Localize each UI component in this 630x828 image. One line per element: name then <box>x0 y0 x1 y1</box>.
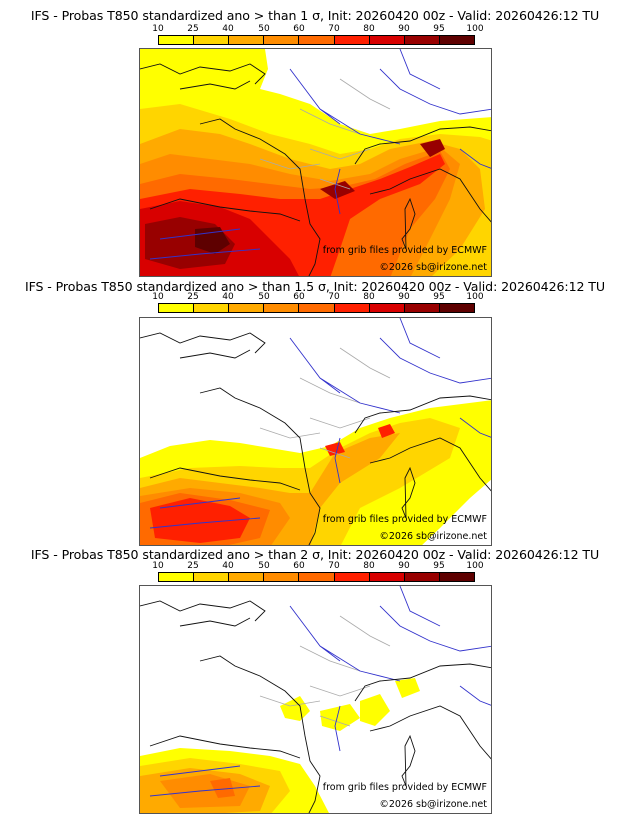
colorbar-segment <box>334 573 370 581</box>
colorbar-tick: 25 <box>187 292 199 302</box>
colorbar-tick: 40 <box>222 24 234 34</box>
coastline <box>140 600 491 813</box>
colorbar-tick: 10 <box>152 24 164 34</box>
colorbar-segment <box>299 573 335 581</box>
colorbar-tick: 10 <box>152 561 164 571</box>
probability-map: from grib files provided by ECMWF ©2026 … <box>139 48 492 277</box>
colorbar-segment <box>229 36 265 44</box>
colorbar-tick: 100 <box>466 24 484 34</box>
rivers <box>149 586 491 797</box>
colorbar-segment <box>334 36 370 44</box>
colorbar-segment <box>439 36 474 44</box>
probability-contour <box>280 696 310 721</box>
colorbar-tick: 40 <box>222 561 234 571</box>
colorbar-segment <box>369 36 405 44</box>
panel-title: IFS - Probas T850 standardized ano > tha… <box>30 8 600 23</box>
coastline <box>140 63 491 276</box>
colorbar-segment <box>264 573 300 581</box>
colorbar-segment <box>194 36 230 44</box>
credit-copyright: ©2026 sb@irizone.net <box>379 262 487 273</box>
colorbar-segment <box>229 573 265 581</box>
admin-borders <box>259 615 391 727</box>
credit-source: from grib files provided by ECMWF <box>322 514 487 525</box>
probability-contour <box>320 181 355 199</box>
colorbar-segment <box>369 573 405 581</box>
coastline <box>140 332 491 545</box>
colorbar-tick: 90 <box>398 292 410 302</box>
colorbar-segment <box>159 573 195 581</box>
probability-contour <box>150 498 250 543</box>
probability-map: from grib files provided by ECMWF ©2026 … <box>139 317 492 546</box>
colorbar-tick: 100 <box>466 292 484 302</box>
colorbar-tick: 60 <box>293 561 305 571</box>
colorbar-segment <box>194 304 230 312</box>
colorbar-segment <box>439 573 474 581</box>
map-layer-1-5 <box>140 318 491 545</box>
colorbar-ticks: 10 25 40 50 60 70 80 90 95 100 <box>0 24 630 34</box>
probability-contour <box>325 442 345 456</box>
colorbar-tick: 95 <box>433 561 445 571</box>
colorbar-tick: 95 <box>433 292 445 302</box>
colorbar-segment <box>194 573 230 581</box>
colorbar-tick: 100 <box>466 561 484 571</box>
probability-contour <box>378 424 395 438</box>
credit-copyright: ©2026 sb@irizone.net <box>379 799 487 810</box>
colorbar-segment <box>404 36 440 44</box>
colorbar-segment <box>264 304 300 312</box>
colorbar-segment <box>299 36 335 44</box>
credit-copyright: ©2026 sb@irizone.net <box>379 531 487 542</box>
colorbar-tick: 60 <box>293 292 305 302</box>
colorbar-segment <box>404 573 440 581</box>
map-layer-2 <box>140 586 491 813</box>
colorbar-tick: 40 <box>222 292 234 302</box>
colorbar-segment <box>439 304 474 312</box>
probability-contour <box>360 694 390 726</box>
colorbar-segment <box>229 304 265 312</box>
colorbar-tick: 25 <box>187 24 199 34</box>
colorbar <box>158 303 475 313</box>
colorbar-tick: 60 <box>293 24 305 34</box>
colorbar-tick: 80 <box>363 561 375 571</box>
colorbar-tick: 50 <box>258 561 270 571</box>
admin-borders <box>259 78 391 190</box>
panel-title: IFS - Probas T850 standardized ano > tha… <box>24 279 606 294</box>
colorbar-segment <box>159 304 195 312</box>
panel-title: IFS - Probas T850 standardized ano > tha… <box>30 547 600 562</box>
colorbar-segment <box>404 304 440 312</box>
probability-contour <box>210 778 235 798</box>
colorbar-tick: 95 <box>433 24 445 34</box>
map-layer-1 <box>140 49 491 276</box>
rivers <box>149 318 491 529</box>
colorbar-tick: 80 <box>363 292 375 302</box>
colorbar-segment <box>369 304 405 312</box>
probability-contour <box>320 704 360 731</box>
colorbar-tick: 70 <box>328 561 340 571</box>
credit-source: from grib files provided by ECMWF <box>322 245 487 256</box>
colorbar-tick: 50 <box>258 24 270 34</box>
colorbar-tick: 25 <box>187 561 199 571</box>
colorbar-segment <box>264 36 300 44</box>
colorbar-tick: 70 <box>328 24 340 34</box>
colorbar <box>158 572 475 582</box>
probability-contour <box>420 139 445 157</box>
colorbar <box>158 35 475 45</box>
colorbar-tick: 10 <box>152 292 164 302</box>
probability-contour <box>395 678 420 698</box>
colorbar-tick: 90 <box>398 561 410 571</box>
probability-map: from grib files provided by ECMWF ©2026 … <box>139 585 492 814</box>
admin-borders <box>259 347 391 459</box>
rivers <box>149 49 491 260</box>
colorbar-tick: 90 <box>398 24 410 34</box>
colorbar-ticks: 10 25 40 50 60 70 80 90 95 100 <box>0 561 630 571</box>
colorbar-tick: 70 <box>328 292 340 302</box>
colorbar-segment <box>299 304 335 312</box>
colorbar-ticks: 10 25 40 50 60 70 80 90 95 100 <box>0 292 630 302</box>
colorbar-tick: 50 <box>258 292 270 302</box>
colorbar-segment <box>159 36 195 44</box>
colorbar-tick: 80 <box>363 24 375 34</box>
colorbar-segment <box>334 304 370 312</box>
credit-source: from grib files provided by ECMWF <box>322 782 487 793</box>
